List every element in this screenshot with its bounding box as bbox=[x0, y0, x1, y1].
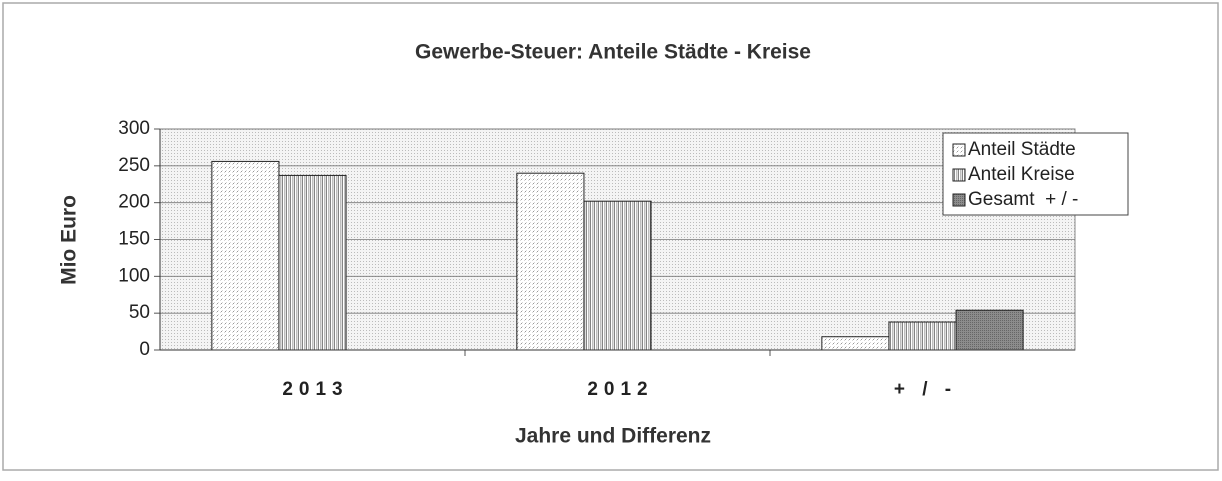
bar bbox=[821, 336, 890, 351]
y-tick-label: 0 bbox=[139, 339, 150, 360]
legend-swatch bbox=[952, 143, 966, 157]
y-tick-label: 50 bbox=[129, 302, 150, 323]
legend-swatch bbox=[952, 168, 966, 182]
y-tick-label: 100 bbox=[118, 265, 150, 286]
x-tick-label: 2012 bbox=[587, 379, 653, 400]
y-axis-title: Mio Euro bbox=[58, 195, 81, 285]
legend-box bbox=[942, 132, 1129, 216]
legend-label: Anteil Städte bbox=[968, 139, 1076, 160]
bar bbox=[516, 172, 585, 351]
y-tick-label: 150 bbox=[118, 229, 150, 250]
legend-label: Gesamt + / - bbox=[968, 189, 1078, 210]
legend-label: Anteil Kreise bbox=[968, 164, 1075, 185]
bar bbox=[955, 309, 1024, 351]
legend-swatch bbox=[952, 193, 966, 207]
bar bbox=[278, 174, 347, 351]
x-tick-label: + / - bbox=[894, 379, 957, 400]
y-tick-label: 250 bbox=[118, 155, 150, 176]
y-tick-label: 300 bbox=[118, 118, 150, 139]
bar bbox=[211, 160, 280, 351]
chart-title: Gewerbe-Steuer: Anteile Städte - Kreise bbox=[415, 41, 811, 64]
bar bbox=[888, 321, 957, 351]
x-tick-label: 2013 bbox=[282, 379, 348, 400]
y-tick-label: 200 bbox=[118, 192, 150, 213]
bar bbox=[583, 200, 652, 351]
x-axis-title: Jahre und Differenz bbox=[515, 425, 711, 448]
